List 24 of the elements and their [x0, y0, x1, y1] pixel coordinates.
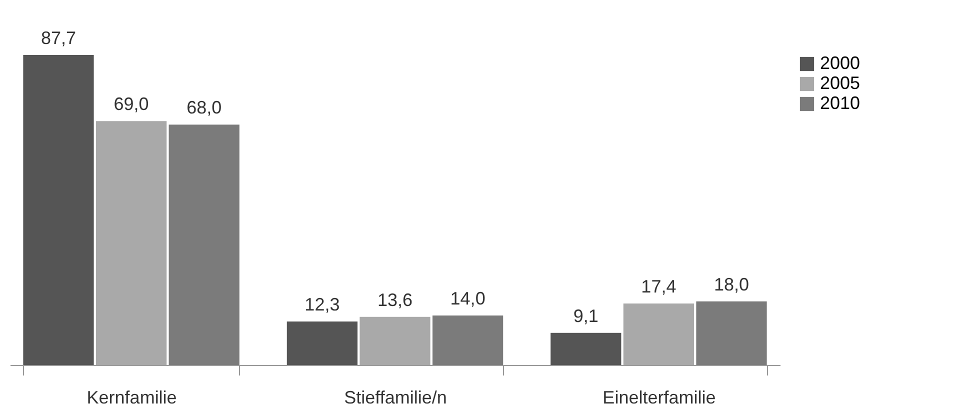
- bar: [96, 121, 167, 365]
- data-label: 68,0: [186, 98, 222, 118]
- bar: [360, 316, 430, 365]
- legend-label: 2010: [820, 93, 860, 113]
- data-label: 69,0: [114, 94, 149, 114]
- bar: [550, 332, 622, 365]
- legend-label: 2000: [820, 53, 860, 73]
- legend-label: 2005: [820, 73, 860, 93]
- x-tick-label: Stieffamilie/n: [344, 388, 447, 408]
- data-label: 12,3: [304, 294, 340, 315]
- x-tick-label: Einelterfamilie: [602, 388, 716, 408]
- x-tick-label: Kernfamilie: [86, 388, 177, 408]
- bar: [696, 301, 767, 365]
- data-label: 13,6: [377, 290, 413, 310]
- bar: [286, 322, 358, 365]
- data-label: 87,7: [40, 28, 76, 48]
- bar: [432, 316, 504, 365]
- data-label: 9,1: [573, 306, 598, 326]
- bar: [23, 55, 94, 365]
- bar: [623, 303, 694, 365]
- data-label: 18,0: [714, 274, 750, 294]
- data-label: 17,4: [641, 276, 676, 296]
- data-label: 14,0: [450, 288, 486, 309]
- bar: [168, 124, 240, 365]
